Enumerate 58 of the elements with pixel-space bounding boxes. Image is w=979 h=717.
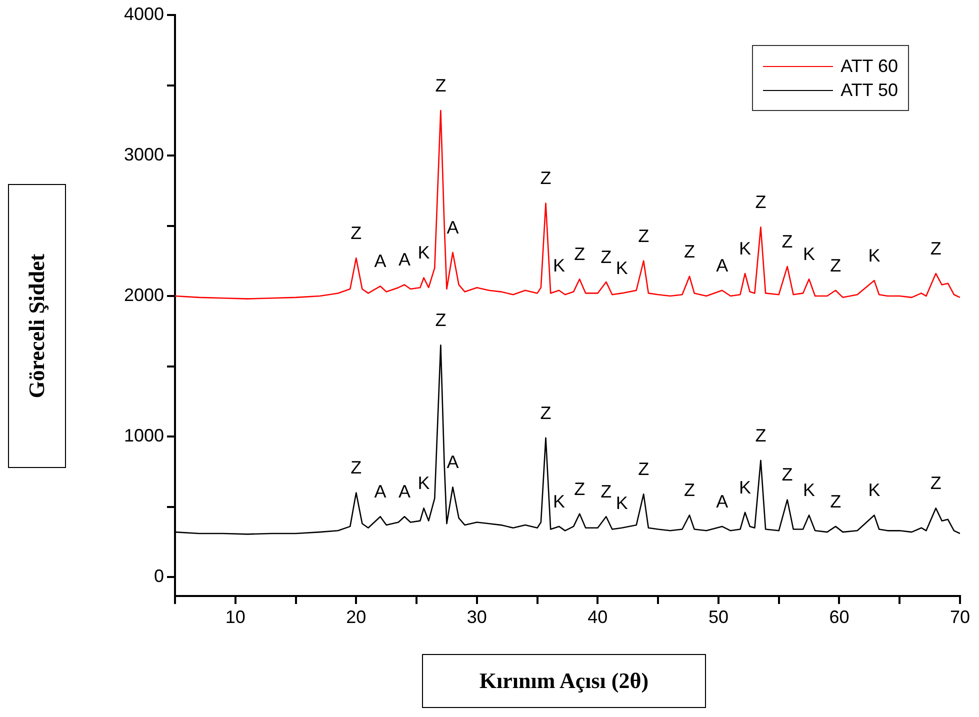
annotation: K: [868, 246, 880, 266]
annotation: Z: [600, 482, 612, 502]
annotation: Z: [755, 192, 766, 212]
annotation: A: [374, 482, 386, 502]
y-tick-label: 4000: [124, 4, 164, 24]
y-tick-label: 2000: [124, 284, 164, 305]
annotation: K: [739, 477, 752, 498]
annotation: K: [803, 480, 816, 500]
x-tick-label: 60: [829, 606, 850, 627]
annotation: Z: [930, 238, 942, 259]
annotation: Z: [540, 402, 552, 423]
annotation: A: [446, 217, 459, 238]
annotation: A: [374, 251, 386, 272]
annotation: K: [418, 473, 430, 494]
annotation: Z: [684, 480, 695, 500]
annotation: K: [418, 242, 430, 263]
legend-label: ATT 50: [840, 80, 898, 100]
x-tick-label: 50: [708, 606, 728, 627]
y-tick-label: 0: [154, 566, 164, 586]
x-tick-label: 10: [225, 606, 246, 627]
annotation: A: [398, 482, 410, 502]
x-tick-label: 20: [346, 606, 366, 627]
annotation: Z: [930, 473, 942, 494]
x-tick-label: 70: [950, 606, 970, 627]
annotation: Z: [435, 310, 446, 330]
annotation: K: [616, 492, 628, 513]
annotation: A: [446, 452, 459, 472]
annotation: Z: [638, 459, 650, 480]
annotation: K: [553, 255, 566, 276]
annotation: K: [739, 238, 752, 259]
y-axis-title: Göreceli Şiddet: [24, 254, 50, 398]
annotation: Z: [755, 425, 766, 446]
annotation: Z: [350, 223, 362, 244]
x-tick-label: 30: [466, 606, 487, 627]
annotation: Z: [782, 464, 793, 485]
annotation: Z: [830, 255, 842, 276]
annotation: A: [398, 250, 410, 270]
x-axis-title: Kırınım Açısı (2θ): [422, 654, 706, 708]
annotation: Z: [600, 246, 612, 267]
legend-label: ATT 60: [840, 56, 898, 76]
annotation: K: [616, 258, 628, 278]
y-tick-label: 1000: [124, 425, 164, 446]
y-tick-label: 3000: [124, 144, 164, 164]
annotation: Z: [574, 478, 586, 499]
annotation: Z: [830, 491, 842, 512]
annotation: A: [716, 491, 728, 512]
annotation: Z: [782, 231, 793, 252]
annotation: Z: [574, 244, 586, 264]
annotation: Z: [350, 458, 362, 478]
annotation: Z: [684, 241, 695, 262]
annotation: Z: [540, 168, 552, 188]
annotation: K: [553, 491, 566, 512]
annotation: Z: [638, 226, 650, 246]
x-tick-label: 40: [588, 606, 608, 627]
annotation: K: [868, 480, 880, 500]
annotation: Z: [435, 76, 446, 96]
annotation: A: [716, 255, 728, 276]
annotation: K: [803, 244, 816, 264]
